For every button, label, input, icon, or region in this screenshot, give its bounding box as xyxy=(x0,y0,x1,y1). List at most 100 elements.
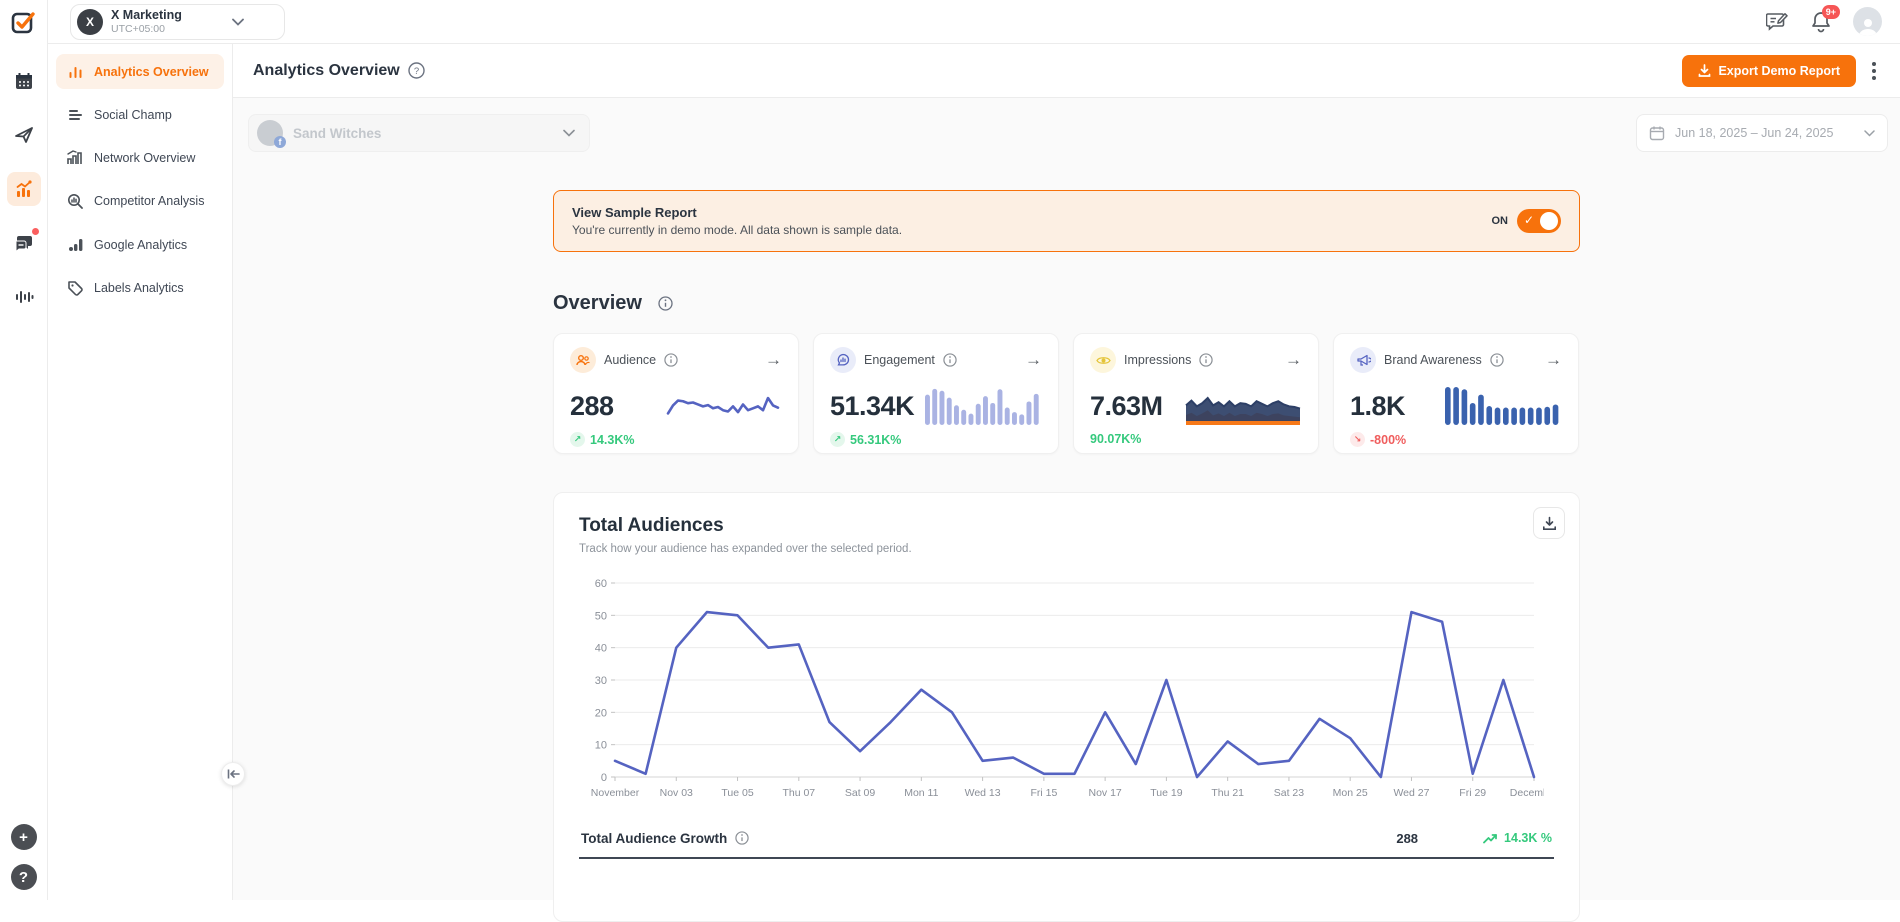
info-icon[interactable] xyxy=(735,831,749,845)
svg-text:Nov 17: Nov 17 xyxy=(1088,787,1121,799)
trend-up-icon: ↗ xyxy=(830,432,845,447)
card-title: Audience xyxy=(604,353,656,367)
svg-text:Wed 13: Wed 13 xyxy=(965,787,1001,799)
card-title: Impressions xyxy=(1124,353,1191,367)
impressions-card[interactable]: Impressions → 7.63M 90.07K% xyxy=(1073,333,1319,454)
svg-text:Thu 21: Thu 21 xyxy=(1211,787,1244,799)
overview-cards: Audience → 288 ↗ 14.3K% xyxy=(553,333,1580,454)
chart-title: Total Audiences xyxy=(579,515,1554,537)
svg-text:Tue 05: Tue 05 xyxy=(721,787,753,799)
audience-sparkline xyxy=(664,385,782,427)
engagement-sparkline xyxy=(924,385,1042,427)
sidebar-item-network-overview[interactable]: Network Overview xyxy=(56,140,224,175)
svg-text:Thu 07: Thu 07 xyxy=(782,787,815,799)
sidebar-item-social-champ[interactable]: Social Champ xyxy=(56,97,224,132)
chevron-down-icon xyxy=(232,18,244,26)
app-logo-icon[interactable] xyxy=(11,10,37,36)
sidebar-item-competitor-analysis[interactable]: Competitor Analysis xyxy=(56,183,224,219)
arrow-right-icon[interactable]: → xyxy=(765,350,782,370)
engagement-chat-icon xyxy=(830,347,856,373)
card-title: Brand Awareness xyxy=(1384,353,1482,367)
growth-delta: 14.3K % xyxy=(1483,831,1552,845)
engage-alert-dot xyxy=(32,228,39,235)
help-button[interactable]: ? xyxy=(11,864,37,890)
sidebar-item-label: Competitor Analysis xyxy=(94,194,204,208)
workspace-name: X Marketing xyxy=(111,8,182,23)
impressions-sparkline xyxy=(1184,385,1302,427)
sidebar-item-analytics-overview[interactable]: Analytics Overview xyxy=(56,54,224,89)
growth-value: 288 xyxy=(1396,831,1418,846)
chevron-down-icon xyxy=(1864,130,1875,137)
growth-chart-icon xyxy=(66,150,84,165)
publish-send-icon[interactable] xyxy=(7,118,41,152)
magnifier-bars-icon xyxy=(66,193,84,209)
help-icon[interactable]: ? xyxy=(408,62,425,79)
svg-text:?: ? xyxy=(414,66,419,77)
svg-text:December: December xyxy=(1510,787,1544,799)
sidebar-item-labels-analytics[interactable]: Labels Analytics xyxy=(56,270,224,306)
svg-text:0: 0 xyxy=(601,772,607,784)
chevron-down-icon xyxy=(563,129,575,137)
date-range-value: Jun 18, 2025 – Jun 24, 2025 xyxy=(1675,126,1833,140)
card-value: 1.8K xyxy=(1350,391,1405,422)
profile-select[interactable]: f Sand Witches xyxy=(248,114,590,152)
sidebar-collapse-button[interactable] xyxy=(221,762,245,786)
engagement-card[interactable]: Engagement → 51.34K ↗ 56.31K% xyxy=(813,333,1059,454)
workspace-timezone: UTC+05:00 xyxy=(111,23,182,36)
info-icon[interactable] xyxy=(1490,353,1504,367)
check-icon: ✓ xyxy=(1524,213,1534,227)
info-icon[interactable] xyxy=(1199,353,1213,367)
card-value: 51.34K xyxy=(830,391,914,422)
date-range-picker[interactable]: Jun 18, 2025 – Jun 24, 2025 xyxy=(1636,114,1888,152)
sidebar-item-google-analytics[interactable]: Google Analytics xyxy=(56,227,224,262)
svg-text:Mon 25: Mon 25 xyxy=(1333,787,1368,799)
feedback-icon[interactable] xyxy=(1766,11,1789,33)
download-icon xyxy=(1542,516,1557,531)
brand-awareness-card[interactable]: Brand Awareness → 1.8K ↘ -800% xyxy=(1333,333,1579,454)
sidebar-item-label: Network Overview xyxy=(94,151,195,165)
svg-text:Fri 15: Fri 15 xyxy=(1030,787,1057,799)
toggle-on-label: ON xyxy=(1492,215,1509,227)
sample-report-toggle[interactable]: ✓ xyxy=(1517,209,1561,233)
arrow-right-icon[interactable]: → xyxy=(1025,350,1042,370)
svg-text:20: 20 xyxy=(595,707,607,719)
export-demo-report-button[interactable]: Export Demo Report xyxy=(1682,55,1856,87)
audience-people-icon xyxy=(570,347,596,373)
arrow-right-icon[interactable]: → xyxy=(1285,350,1302,370)
notifications-bell-icon[interactable]: 9+ xyxy=(1811,11,1831,33)
facebook-badge-icon: f xyxy=(274,136,286,148)
svg-text:November: November xyxy=(591,787,640,799)
chart-subtitle: Track how your audience has expanded ove… xyxy=(579,543,1554,555)
info-icon[interactable] xyxy=(664,353,678,367)
calendar-icon[interactable] xyxy=(7,64,41,98)
download-chart-button[interactable] xyxy=(1533,507,1565,539)
brand-awareness-sparkline xyxy=(1444,385,1562,427)
arrow-right-icon[interactable]: → xyxy=(1545,350,1562,370)
add-button[interactable]: + xyxy=(11,824,37,850)
card-value: 288 xyxy=(570,391,614,422)
filters-row: f Sand Witches Jun 18, 2025 – Jun 24, 20… xyxy=(233,98,1900,172)
profile-select-value: Sand Witches xyxy=(293,126,381,141)
card-value: 7.63M xyxy=(1090,391,1163,422)
top-bar: X X Marketing UTC+05:00 9+ xyxy=(48,0,1900,44)
social-listening-icon[interactable] xyxy=(7,280,41,314)
ga-bars-icon xyxy=(66,237,84,252)
sample-report-banner: View Sample Report You're currently in d… xyxy=(553,190,1580,252)
info-icon[interactable] xyxy=(943,353,957,367)
growth-label: Total Audience Growth xyxy=(581,831,727,846)
trend-up-icon: ↗ xyxy=(570,432,585,447)
analytics-icon[interactable] xyxy=(7,172,41,206)
total-audiences-chart: 0102030405060NovemberNov 03Tue 05Thu 07S… xyxy=(579,573,1554,811)
more-options-kebab[interactable] xyxy=(1864,62,1884,80)
tag-icon xyxy=(66,280,84,296)
engage-chat-icon[interactable] xyxy=(7,226,41,260)
user-avatar[interactable] xyxy=(1853,7,1882,36)
bar-chart-icon xyxy=(66,64,84,79)
svg-text:Wed 27: Wed 27 xyxy=(1393,787,1429,799)
audience-card[interactable]: Audience → 288 ↗ 14.3K% xyxy=(553,333,799,454)
toggle-knob xyxy=(1540,212,1558,230)
impressions-eye-icon xyxy=(1090,347,1116,373)
download-icon xyxy=(1698,64,1711,77)
info-icon[interactable] xyxy=(658,296,673,311)
workspace-selector[interactable]: X X Marketing UTC+05:00 xyxy=(70,4,285,40)
